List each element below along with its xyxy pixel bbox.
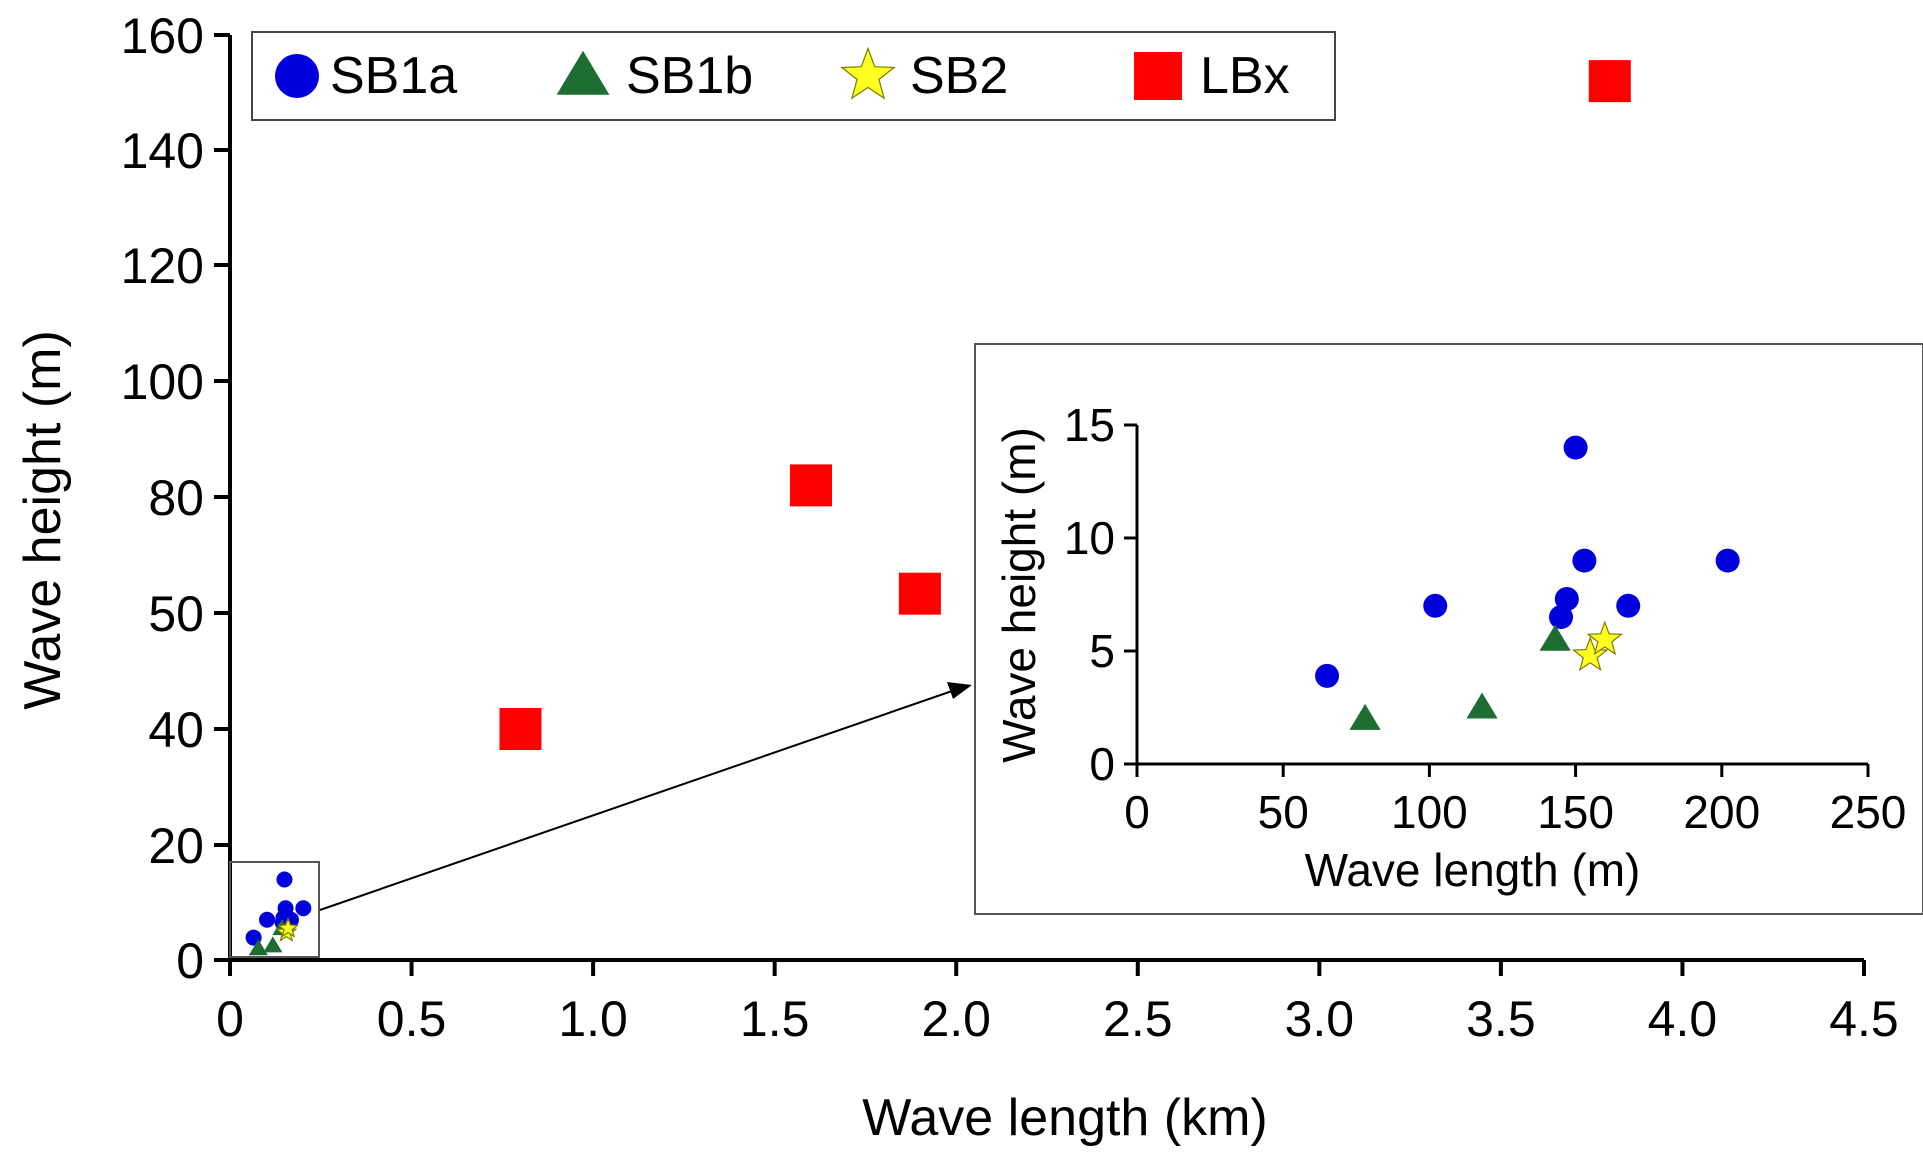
zoom-arrow-line bbox=[319, 689, 956, 911]
y-tick-label: 160 bbox=[121, 8, 204, 64]
inset-series-sb1a bbox=[1315, 435, 1740, 688]
y-tick-label: 40 bbox=[148, 702, 204, 758]
inset-series-sb1b bbox=[1349, 624, 1571, 730]
x-tick-label: 2.0 bbox=[921, 991, 991, 1047]
inset-data-point bbox=[1616, 593, 1641, 618]
y-tick-label: 80 bbox=[148, 470, 204, 526]
inset-data-point bbox=[1548, 605, 1573, 630]
data-point bbox=[789, 464, 832, 507]
legend-marker-star bbox=[840, 46, 896, 100]
inset-x-tick-label: 0 bbox=[1124, 786, 1150, 838]
y-tick-label: 120 bbox=[121, 238, 204, 294]
y-tick-label: 140 bbox=[121, 123, 204, 179]
x-tick-label: 4.0 bbox=[1648, 991, 1718, 1047]
inset-data-point bbox=[1539, 624, 1571, 651]
x-tick-label: 3.0 bbox=[1285, 991, 1355, 1047]
inset-series-sb2 bbox=[1571, 620, 1624, 672]
x-tick-label: 3.5 bbox=[1466, 991, 1536, 1047]
legend: SB1a SB1b SB2 LBx bbox=[251, 31, 1336, 121]
x-tick-label: 1.0 bbox=[558, 991, 628, 1047]
inset-y-tick-label: 15 bbox=[1064, 399, 1115, 451]
x-tick-label: 0 bbox=[216, 991, 244, 1047]
data-point bbox=[276, 916, 300, 938]
series-sb2 bbox=[275, 916, 300, 942]
legend-label: SB1a bbox=[330, 47, 457, 105]
main-plot: 0 0.5 1.0 1.5 2.0 2.5 3.0 3.5 4.0 4.5020405080100… bbox=[14, 8, 1899, 1147]
legend-entry-sb2: SB2 bbox=[840, 46, 1008, 105]
legend-label: SB1b bbox=[626, 47, 753, 105]
legend-entry-sb1a: SB1a bbox=[275, 47, 457, 105]
inset-frame bbox=[974, 343, 1923, 915]
legend-label: LBx bbox=[1200, 47, 1290, 105]
x-tick-label: 2.5 bbox=[1103, 991, 1173, 1047]
legend-label: SB2 bbox=[910, 47, 1008, 105]
y-tick-label: 100 bbox=[121, 354, 204, 410]
zoom-region-box bbox=[229, 682, 972, 958]
inset-y-tick-label: 10 bbox=[1064, 512, 1115, 564]
y-axis-label: Wave height (m) bbox=[14, 330, 72, 710]
y-tick-label: 0 bbox=[176, 933, 204, 989]
inset-data-point bbox=[1571, 636, 1609, 672]
legend-marker-circle bbox=[275, 54, 319, 98]
inset-y-tick-label: 0 bbox=[1089, 738, 1115, 790]
inset-plot: 0 50 100 150 200 250 0 5 10 15 Wave length (m) Wave… bbox=[974, 343, 1923, 915]
inset-data-point bbox=[1715, 548, 1740, 573]
y-tick-label: 50 bbox=[148, 586, 204, 642]
x-axis-label: Wave length (km) bbox=[862, 1089, 1268, 1147]
inset-x-tick-label: 250 bbox=[1830, 786, 1907, 838]
data-point bbox=[263, 936, 283, 953]
zoom-rectangle bbox=[229, 861, 320, 958]
inset-y-tick-label: 5 bbox=[1089, 625, 1115, 677]
inset-data-point bbox=[1315, 663, 1340, 688]
inset-x-tick-label: 150 bbox=[1537, 786, 1614, 838]
data-point bbox=[898, 572, 941, 615]
inset-x-tick-label: 50 bbox=[1258, 786, 1309, 838]
x-tick-label: 4.5 bbox=[1829, 991, 1899, 1047]
y-tick-label: 20 bbox=[148, 818, 204, 874]
data-point bbox=[295, 900, 312, 917]
inset-x-tick-label: 200 bbox=[1683, 786, 1760, 838]
x-tick-label: 0.5 bbox=[377, 991, 447, 1047]
arrowhead bbox=[947, 682, 972, 699]
inset-data-point bbox=[1349, 703, 1381, 730]
data-point bbox=[259, 911, 276, 928]
legend-entry-lbx: LBx bbox=[1134, 47, 1290, 105]
inset-data-point bbox=[1563, 435, 1588, 460]
inset-x-tick-label: 100 bbox=[1391, 786, 1468, 838]
inset-y-axis-label: Wave height (m) bbox=[993, 427, 1045, 763]
inset-data-point bbox=[1572, 548, 1597, 573]
data-point bbox=[499, 708, 542, 750]
legend-marker-triangle bbox=[556, 50, 610, 95]
data-point bbox=[1588, 60, 1631, 103]
inset-data-point bbox=[1554, 587, 1579, 612]
inset-x-axis-label: Wave length (m) bbox=[1305, 844, 1641, 896]
inset-data-point bbox=[1423, 593, 1448, 618]
legend-marker-square bbox=[1134, 52, 1182, 100]
x-tick-label: 1.5 bbox=[740, 991, 810, 1047]
inset-data-point bbox=[1466, 692, 1498, 719]
series-lbx bbox=[499, 60, 1631, 750]
data-point bbox=[248, 939, 268, 956]
inset-data-point bbox=[1586, 620, 1624, 656]
data-point bbox=[276, 871, 293, 888]
legend-entry-sb1b: SB1b bbox=[556, 47, 753, 105]
